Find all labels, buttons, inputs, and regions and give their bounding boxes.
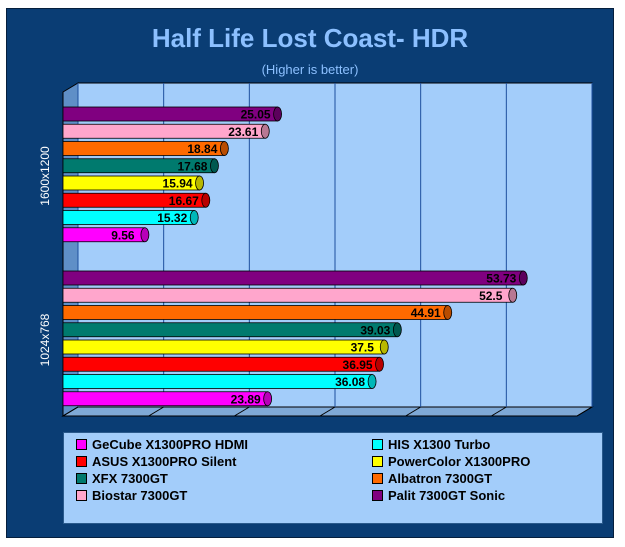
bar xyxy=(62,322,398,338)
bar-end xyxy=(195,175,204,191)
data-label: 15.32 xyxy=(157,211,187,225)
data-label: 36.08 xyxy=(335,375,365,389)
legend-swatch xyxy=(372,490,383,501)
chart-frame: Half Life Lost Coast- HDR (Higher is bet… xyxy=(6,8,614,538)
legend-label: Palit 7300GT Sonic xyxy=(388,488,506,503)
bar-end xyxy=(375,356,384,372)
floor-tick xyxy=(405,406,421,417)
data-label: 15.94 xyxy=(163,177,193,191)
data-label: 52.5 xyxy=(479,289,503,303)
bar xyxy=(62,305,449,320)
data-label: 25.05 xyxy=(241,108,271,122)
legend-item: Palit 7300GT Sonic xyxy=(372,488,505,503)
floor-tick xyxy=(319,406,336,417)
bar-end xyxy=(518,270,528,286)
bar-end xyxy=(273,106,282,122)
legend-item: GeCube X1300PRO HDMI xyxy=(76,437,248,452)
bar-end xyxy=(189,210,199,225)
bar xyxy=(62,287,514,303)
legend-item: Biostar 7300GT xyxy=(76,488,187,503)
legend-swatch xyxy=(372,456,383,467)
bar-end xyxy=(443,305,453,320)
floor-tick xyxy=(576,406,593,417)
bar-end xyxy=(219,141,229,156)
legend: GeCube X1300PRO HDMI HIS X1300 Turbo ASUS … xyxy=(63,432,603,524)
bar-end xyxy=(210,158,219,174)
bar-end xyxy=(263,391,273,407)
legend-label: HIS X1300 Turbo xyxy=(388,437,491,452)
floor-tick xyxy=(234,406,250,417)
legend-swatch xyxy=(76,456,87,467)
bar xyxy=(62,356,380,372)
data-label: 39.03 xyxy=(360,323,390,337)
bar-end xyxy=(367,374,377,389)
legend-label: PowerColor X1300PRO xyxy=(388,454,531,469)
bar-end xyxy=(201,192,211,208)
data-label: 53.73 xyxy=(486,272,516,286)
chart-title: Half Life Lost Coast- HDR xyxy=(151,23,469,53)
bar-end xyxy=(508,287,518,303)
legend-swatch xyxy=(76,439,87,450)
floor-tick xyxy=(491,406,507,417)
legend-swatch xyxy=(76,490,87,501)
data-label: 23.61 xyxy=(228,125,258,139)
group-label: 1024x768 xyxy=(38,313,52,366)
legend-label: GeCube X1300PRO HDMI xyxy=(92,437,249,452)
data-label: 16.67 xyxy=(169,194,199,208)
data-label: 23.89 xyxy=(231,392,261,406)
data-label: 36.95 xyxy=(343,358,373,372)
bar xyxy=(62,374,373,389)
group-label: 1600x1200 xyxy=(38,146,52,206)
legend-label: Albatron 7300GT xyxy=(388,471,493,486)
legend-item: HIS X1300 Turbo xyxy=(372,437,490,452)
bar xyxy=(62,339,385,355)
bar-end xyxy=(140,227,150,243)
bar-end xyxy=(379,339,389,355)
legend-swatch xyxy=(372,473,383,484)
chart-subtitle: (Higher is better) xyxy=(261,62,359,77)
bar xyxy=(62,270,524,286)
data-label: 18.84 xyxy=(187,142,217,156)
floor-tick xyxy=(62,406,79,417)
data-label: 37.5 xyxy=(351,341,375,355)
legend-swatch xyxy=(372,439,383,450)
legend-swatch xyxy=(76,473,87,484)
data-label: 17.68 xyxy=(177,159,207,173)
legend-item: Albatron 7300GT xyxy=(372,471,492,486)
data-label: 9.56 xyxy=(111,228,135,242)
legend-label: ASUS X1300PRO Silent xyxy=(92,454,237,469)
plot-area: 1600x1200 25.05 23.61 18.84 17.68 15.94 16.67 1… xyxy=(38,82,594,417)
legend-label: Biostar 7300GT xyxy=(92,488,188,503)
bar-end xyxy=(260,123,270,139)
legend-item: ASUS X1300PRO Silent xyxy=(76,454,237,469)
legend-label: XFX 7300GT xyxy=(92,471,168,486)
data-label: 44.91 xyxy=(411,306,441,320)
legend-item: PowerColor X1300PRO xyxy=(372,454,530,469)
bar-end xyxy=(392,322,402,338)
legend-item: XFX 7300GT xyxy=(76,471,168,486)
floor-tick xyxy=(148,406,164,417)
